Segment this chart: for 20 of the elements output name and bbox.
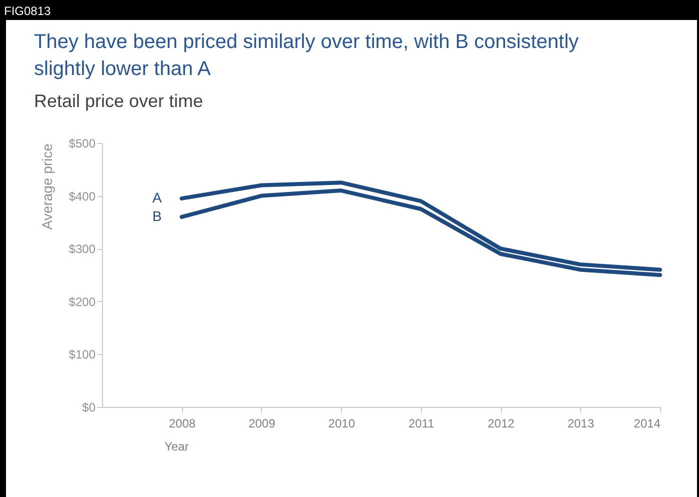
y-tick-label: $400 xyxy=(68,189,96,204)
y-tick-label: $200 xyxy=(68,294,96,309)
chart-title: They have been priced similarly over time, with B consistently slightly lower than A xyxy=(34,31,579,80)
x-tick-label: 2008 xyxy=(168,416,196,430)
y-tick-label: $0 xyxy=(82,400,96,414)
y-tick-label: $100 xyxy=(68,348,96,362)
y-axis-title: Average price xyxy=(38,143,55,230)
series-label: A xyxy=(152,189,162,206)
chart-subtitle: Retail price over time xyxy=(34,91,204,111)
x-axis-title: Year xyxy=(164,440,189,454)
series-label: B xyxy=(152,208,162,224)
x-tick-label: 2010 xyxy=(328,416,356,430)
x-tick-label: 2009 xyxy=(248,416,276,430)
x-tick-label: 2011 xyxy=(408,416,435,430)
x-tick-label: 2012 xyxy=(488,416,515,430)
x-tick-label: 2014 xyxy=(634,416,661,430)
y-tick-label: $300 xyxy=(68,242,96,256)
caption: FIG0813 xyxy=(0,0,699,20)
x-tick-label: 2013 xyxy=(567,416,594,430)
y-tick-label: $500 xyxy=(68,136,96,150)
